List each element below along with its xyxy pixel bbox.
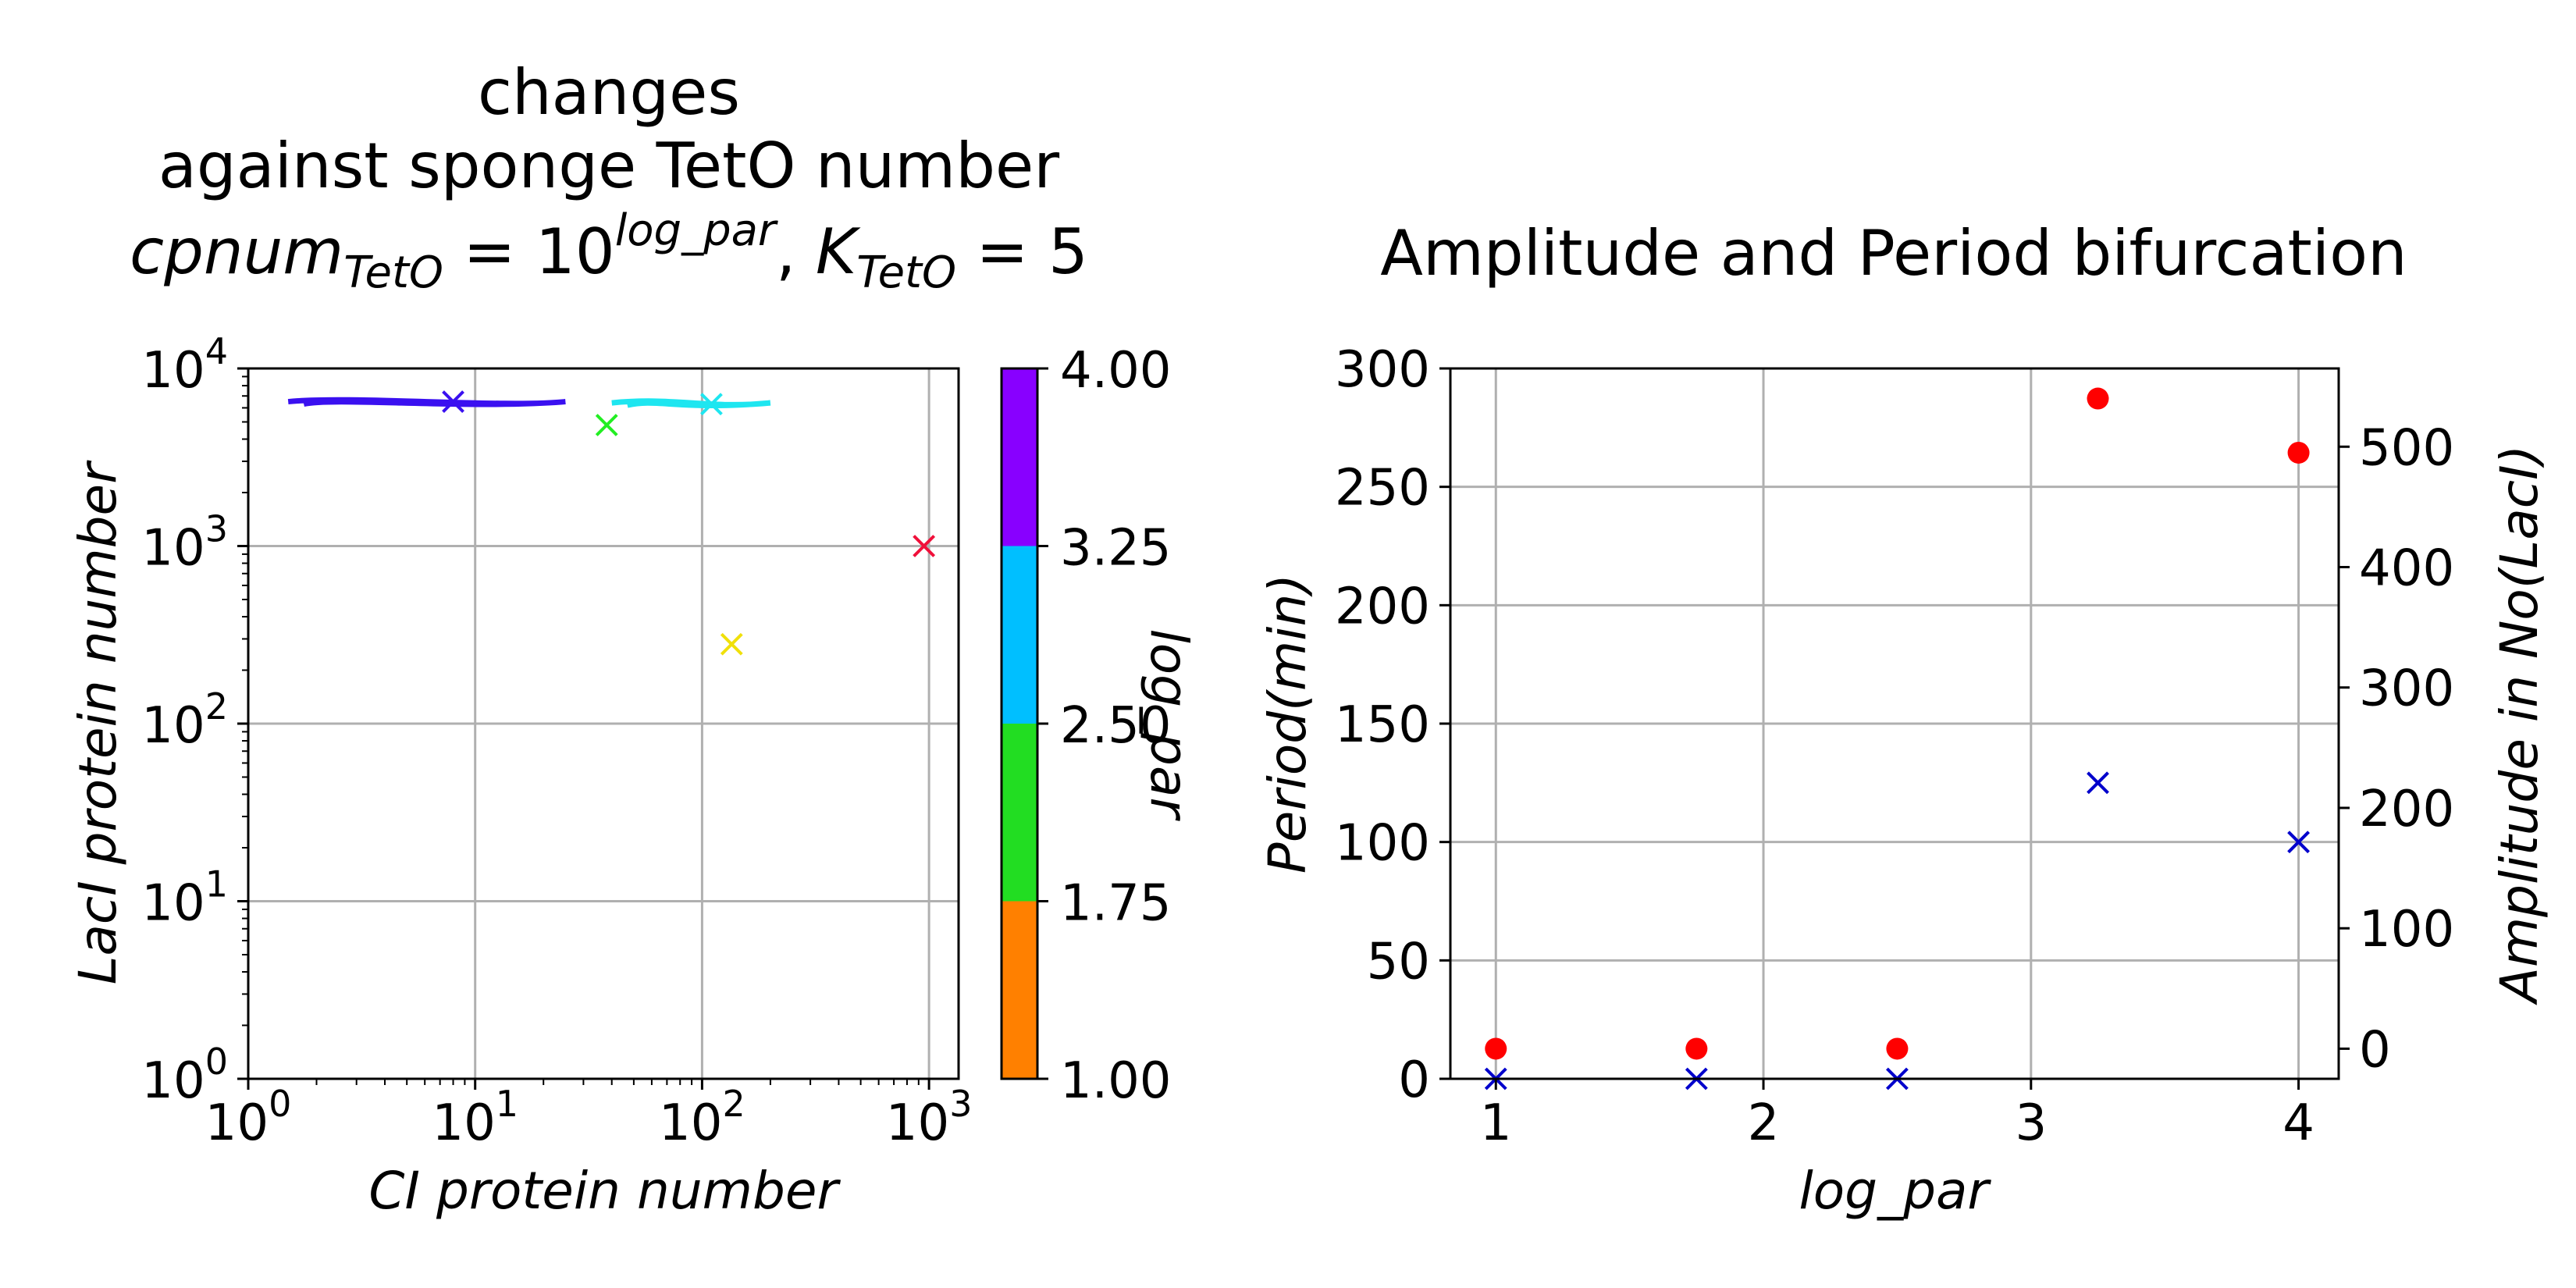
left-trajectory-0 xyxy=(287,397,566,407)
left-point-3 xyxy=(720,632,743,656)
left-data xyxy=(287,390,936,656)
right-y2-tick-label: 300 xyxy=(2359,660,2454,718)
amplitude-point-3 xyxy=(2087,387,2109,410)
left-point-0-stroke-b xyxy=(442,390,464,413)
right-x-tick-label: 1 xyxy=(1480,1094,1512,1152)
left-point-0 xyxy=(442,390,464,413)
left-chart-title-line-2: against sponge TetO number xyxy=(158,130,1059,202)
left-y-tick-label: 102 xyxy=(141,685,228,755)
right-y-ticks: 0 50 100 150 200 250 300 xyxy=(1335,341,1450,1109)
left-x-tick-label: 100 xyxy=(205,1083,292,1152)
left-x-tick-label: 103 xyxy=(886,1083,973,1152)
amplitude-point-0 xyxy=(1485,1037,1507,1060)
right-y-tick-label: 50 xyxy=(1367,933,1430,991)
colorbar-segment-1 xyxy=(1002,724,1037,902)
right-x-tick-label: 3 xyxy=(2015,1094,2047,1152)
right-y2-tick-label: 100 xyxy=(2359,901,2454,959)
period-axis-label: Period(min) xyxy=(1258,574,1318,873)
right-y2-ticks: 0 100 200 300 400 500 xyxy=(2339,419,2454,1079)
left-chart-title-math: cpnumTetO = 10log_par, KTetO = 5 xyxy=(130,205,1088,298)
right-chart-title: Amplitude and Period bifurcation xyxy=(1380,217,2407,290)
amplitude-point-2 xyxy=(1886,1037,1909,1060)
right-x-ticks: 1 2 3 4 xyxy=(1480,1079,2314,1152)
left-y-ticks: 100 101 102 103 104 xyxy=(141,330,248,1110)
right-y-tick-label: 300 xyxy=(1335,341,1430,399)
period-point-4-stroke-b xyxy=(2287,831,2310,854)
colorbar xyxy=(1002,368,1037,1079)
right-y-tick-label: 0 xyxy=(1398,1051,1430,1109)
colorbar-tick-label: 1.75 xyxy=(1060,875,1172,933)
left-point-2-stroke-b xyxy=(595,414,618,436)
right-x-tick-label: 2 xyxy=(1748,1094,1780,1152)
colorbar-tick-label: 1.00 xyxy=(1060,1052,1172,1110)
amplitude-point-4 xyxy=(2287,441,2310,464)
left-y-axis-label: LacI protein number xyxy=(68,460,128,984)
right-y-tick-label: 100 xyxy=(1335,815,1430,873)
period-point-4 xyxy=(2287,831,2310,854)
left-chart-title-line-1: changes xyxy=(478,56,740,129)
left-y-tick-label: 100 xyxy=(141,1041,228,1110)
left-grid xyxy=(247,367,959,1080)
right-data xyxy=(1484,387,2310,1091)
right-grid xyxy=(1450,367,2339,1080)
left-trajectory-1 xyxy=(611,398,771,408)
amplitude-point-1 xyxy=(1685,1037,1708,1060)
colorbar-label: log_par xyxy=(1139,628,1199,821)
left-x-axis-label: CI protein number xyxy=(368,1161,841,1221)
left-x-tick-label: 101 xyxy=(432,1083,518,1152)
left-point-3-stroke-b xyxy=(720,632,743,656)
colorbar-ticks: 1.00 1.75 2.50 3.25 4.00 xyxy=(1037,342,1172,1110)
left-y-tick-label: 101 xyxy=(141,863,228,933)
left-point-4-stroke-b xyxy=(913,535,936,557)
colorbar-segment-0 xyxy=(1002,901,1037,1079)
right-y2-tick-label: 400 xyxy=(2359,539,2454,597)
right-x-tick-label: 4 xyxy=(2282,1094,2314,1152)
right-y-tick-label: 250 xyxy=(1335,460,1430,518)
right-x-axis-label: log_par xyxy=(1799,1161,1991,1221)
colorbar-tick-label: 2.50 xyxy=(1060,697,1172,755)
colorbar-tick-label: 3.25 xyxy=(1060,520,1172,578)
colorbar-segment-3 xyxy=(1002,368,1037,546)
period-point-3-stroke-b xyxy=(2087,771,2109,795)
left-point-1 xyxy=(700,393,723,416)
right-y-tick-label: 200 xyxy=(1335,578,1430,635)
right-y2-tick-label: 200 xyxy=(2359,781,2454,838)
left-x-tick-label: 102 xyxy=(659,1083,745,1152)
left-y-tick-label: 104 xyxy=(141,330,228,400)
left-x-ticks: 100 101 102 103 xyxy=(205,1079,973,1152)
amplitude-axis-label: Amplitude in No(LacI) xyxy=(2489,445,2549,1006)
colorbar-segment-2 xyxy=(1002,546,1037,724)
right-y2-tick-label: 0 xyxy=(2359,1021,2391,1079)
right-y-tick-label: 150 xyxy=(1335,696,1430,754)
colorbar-tick-label: 4.00 xyxy=(1060,342,1172,400)
period-point-3 xyxy=(2087,771,2109,795)
left-point-1-stroke-b xyxy=(700,393,723,416)
left-y-tick-label: 103 xyxy=(141,508,228,578)
left-point-2 xyxy=(595,414,618,436)
left-point-4 xyxy=(913,535,936,557)
right-y2-tick-label: 500 xyxy=(2359,419,2454,477)
